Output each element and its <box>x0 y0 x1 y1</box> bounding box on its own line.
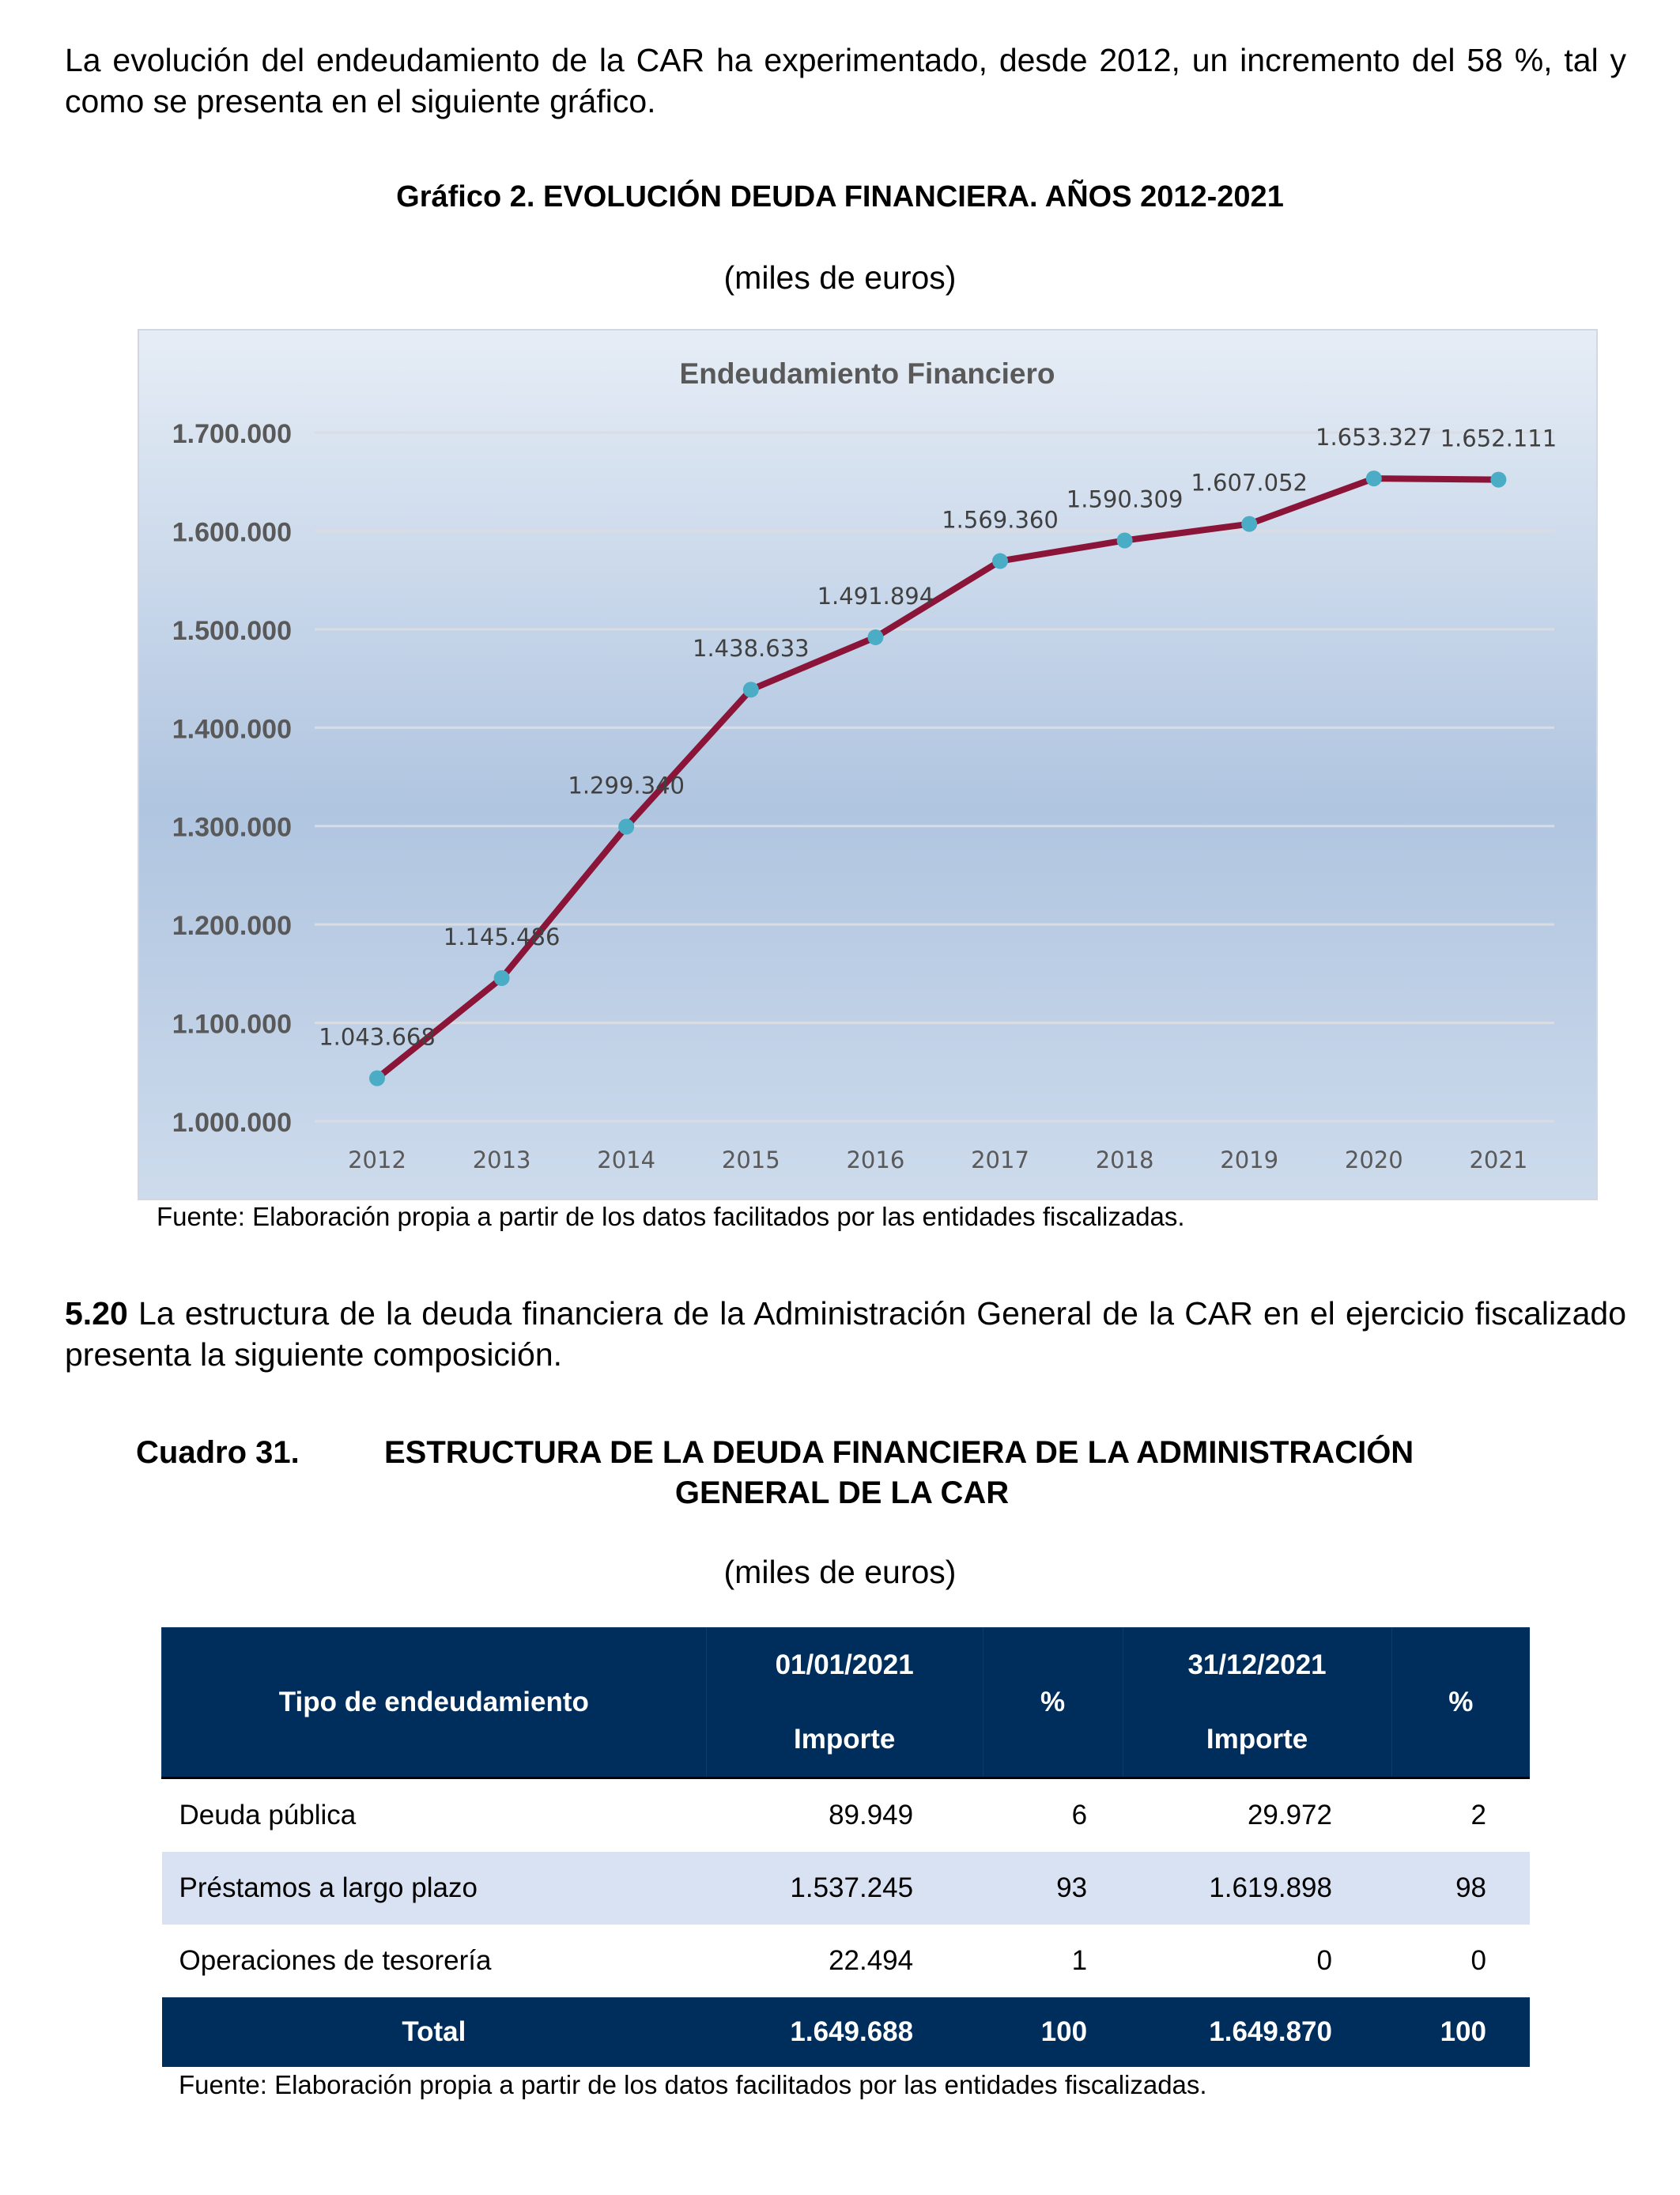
row-type: Deuda pública <box>179 1800 357 1830</box>
x-tick-label: 2012 <box>348 1147 406 1173</box>
header-date2-label: 31/12/2021 <box>1187 1649 1327 1680</box>
series-line <box>375 475 1499 1081</box>
table-total-row: Total 1.649.688 100 1.649.870 100 <box>161 1997 1530 2067</box>
data-point <box>1241 516 1258 532</box>
chart-units: (miles de euros) <box>723 259 957 296</box>
x-tick-label: 2019 <box>1220 1147 1278 1173</box>
y-tick-label: 1.300.000 <box>172 813 292 843</box>
table-caption-title-2: GENERAL DE LA CAR <box>674 1475 1010 1510</box>
row-pct1: 1 <box>1071 1945 1088 1976</box>
data-label: 1.607.052 <box>1191 470 1308 497</box>
y-tick-label: 1.400.000 <box>172 714 292 744</box>
chart-title: Endeudamiento Financiero <box>680 357 1055 390</box>
x-tick-label: 2016 <box>846 1147 904 1173</box>
x-tick-label: 2015 <box>722 1147 780 1173</box>
chart-source: Fuente: Elaboración propia a partir de l… <box>157 1202 1185 1231</box>
data-point <box>369 1070 385 1086</box>
total-pct1: 100 <box>983 1997 1123 2067</box>
x-tick-label: 2017 <box>971 1147 1029 1173</box>
table-row: Operaciones de tesorería 22.494 1 0 0 <box>162 1925 1531 1997</box>
row-importe2: 0 <box>1316 1945 1332 1976</box>
total-importe1: 1.649.688 <box>706 1997 983 2067</box>
data-label: 1.043.668 <box>319 1024 436 1051</box>
x-tick-label: 2020 <box>1345 1147 1403 1173</box>
header-type: Tipo de endeudamiento <box>161 1627 707 1779</box>
header-date1-label: 01/01/2021 <box>775 1649 914 1680</box>
y-tick-label: 1.500.000 <box>172 616 292 646</box>
row-type: Operaciones de tesorería <box>179 1945 492 1976</box>
data-label: 1.652.111 <box>1440 425 1557 452</box>
section-paragraph: 5.20 La estructura de la deuda financier… <box>65 1293 1626 1375</box>
row-pct2: 0 <box>1470 1945 1486 1976</box>
row-pct2: 2 <box>1470 1800 1486 1830</box>
debt-structure-table: Tipo de endeudamiento 01/01/2021 Importe … <box>161 1627 1530 2067</box>
table-row: Deuda pública 89.949 6 29.972 2 <box>162 1778 1531 1853</box>
chart-caption: Gráfico 2. EVOLUCIÓN DEUDA FINANCIERA. A… <box>396 180 1284 213</box>
data-point <box>618 818 635 835</box>
row-importe2: 29.972 <box>1247 1800 1332 1830</box>
data-point <box>1365 470 1382 487</box>
data-point <box>493 969 510 986</box>
header-pct2: % <box>1391 1627 1530 1779</box>
data-point <box>992 553 1008 569</box>
data-point <box>742 682 759 698</box>
header-pct1: % <box>982 1627 1123 1779</box>
data-label: 1.590.309 <box>1067 485 1184 512</box>
table-caption-title-1: ESTRUCTURA DE LA DEUDA FINANCIERA DE LA … <box>384 1435 1414 1470</box>
row-pct2: 98 <box>1391 1852 1530 1925</box>
intro-paragraph: La evolución del endeudamiento de la CAR… <box>65 42 1626 119</box>
table-header-row: Tipo de endeudamiento 01/01/2021 Importe … <box>161 1627 1530 1779</box>
table-source: Fuente: Elaboración propia a partir de l… <box>179 2070 1207 2099</box>
y-tick-label: 1.600.000 <box>172 517 292 547</box>
data-label: 1.569.360 <box>942 507 1059 534</box>
data-label: 1.299.340 <box>568 773 685 799</box>
table-units: (miles de euros) <box>723 1554 957 1590</box>
data-label: 1.653.327 <box>1316 424 1433 451</box>
data-point <box>1116 532 1133 549</box>
row-pct1: 6 <box>1071 1800 1088 1830</box>
data-label: 1.491.894 <box>817 583 934 610</box>
row-importe1: 1.537.245 <box>706 1852 983 1925</box>
x-tick-label: 2014 <box>597 1147 655 1173</box>
row-pct1: 93 <box>983 1852 1123 1925</box>
header-importe2: Importe <box>1206 1723 1308 1755</box>
row-importe1: 22.494 <box>829 1945 914 1976</box>
row-importe1: 89.949 <box>829 1800 914 1830</box>
row-importe2: 1.619.898 <box>1123 1852 1391 1925</box>
total-label: Total <box>161 1997 707 2067</box>
header-importe1: Importe <box>793 1723 896 1755</box>
x-tick-label: 2021 <box>1469 1147 1527 1173</box>
header-date1: 01/01/2021 Importe <box>705 1627 983 1779</box>
x-tick-label: 2013 <box>473 1147 531 1173</box>
table-row: Préstamos a largo plazo 1.537.245 93 1.619.… <box>161 1852 1530 1925</box>
line-chart: Endeudamiento Financiero 1.000.000 1.100.… <box>138 329 1598 1200</box>
row-type: Préstamos a largo plazo <box>161 1852 707 1925</box>
y-tick-label: 1.200.000 <box>172 911 292 941</box>
x-tick-label: 2018 <box>1096 1147 1154 1173</box>
data-point <box>1490 471 1507 488</box>
data-label: 1.438.633 <box>693 635 810 662</box>
y-tick-label: 1.100.000 <box>172 1010 292 1040</box>
y-tick-label: 1.000.000 <box>172 1108 292 1138</box>
data-point <box>867 629 884 645</box>
total-importe2: 1.649.870 <box>1123 1997 1391 2067</box>
section-text: La estructura de la deuda financiera de … <box>65 1295 1626 1373</box>
table-caption-label: Cuadro 31. <box>136 1435 300 1470</box>
header-date2: 31/12/2021 Importe <box>1122 1627 1391 1779</box>
data-label: 1.145.486 <box>444 924 561 950</box>
section-number: 5.20 <box>65 1295 128 1332</box>
y-tick-label: 1.700.000 <box>172 419 292 449</box>
total-pct2: 100 <box>1391 1997 1530 2067</box>
chart-svg: Endeudamiento Financiero 1.000.000 1.100.… <box>172 357 1557 1173</box>
